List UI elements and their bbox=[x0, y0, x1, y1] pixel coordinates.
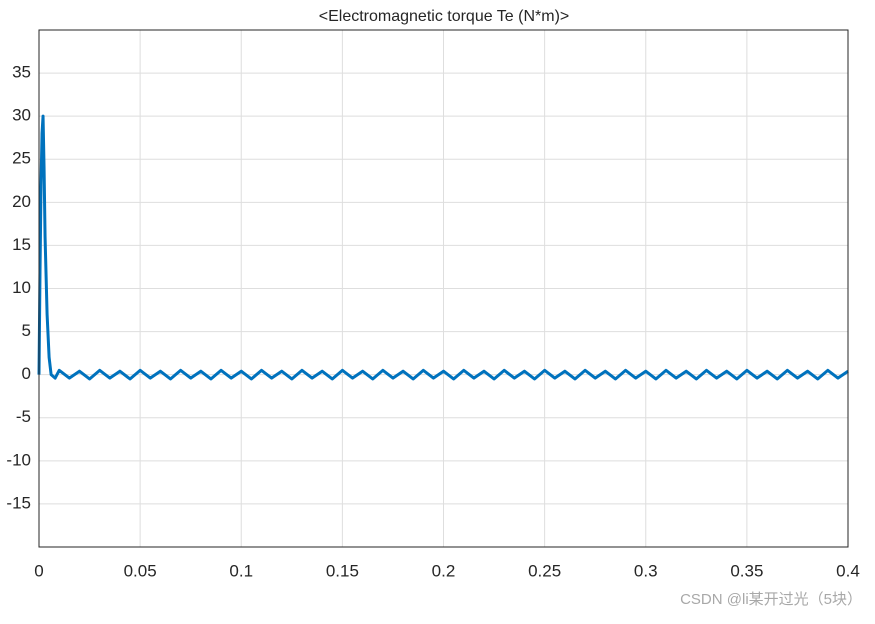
x-tick-label: 0 bbox=[34, 561, 43, 580]
x-tick-label: 0.3 bbox=[634, 561, 658, 580]
x-tick-label: 0.2 bbox=[432, 561, 456, 580]
x-tick-label: 0.1 bbox=[229, 561, 253, 580]
y-tick-label: -5 bbox=[16, 407, 31, 426]
y-tick-label: -15 bbox=[6, 493, 31, 512]
watermark: CSDN @li某开过光（5块） bbox=[680, 591, 862, 608]
y-tick-label: 30 bbox=[12, 106, 31, 125]
y-tick-label: -10 bbox=[6, 450, 31, 469]
y-tick-label: 20 bbox=[12, 192, 31, 211]
y-tick-label: 25 bbox=[12, 149, 31, 168]
plot-border bbox=[38, 29, 849, 548]
x-tick-label: 0.05 bbox=[124, 561, 157, 580]
chart-title: <Electromagnetic torque Te (N*m)> bbox=[319, 8, 569, 25]
y-tick-label: 5 bbox=[22, 321, 31, 340]
y-tick-label: 15 bbox=[12, 235, 31, 254]
y-tick-label: 0 bbox=[22, 364, 31, 383]
x-tick-label: 0.25 bbox=[528, 561, 561, 580]
y-tick-label: 35 bbox=[12, 63, 31, 82]
x-tick-label: 0.4 bbox=[836, 561, 860, 580]
data-line bbox=[37, 114, 849, 381]
x-tick-label: 0.15 bbox=[326, 561, 359, 580]
y-tick-label: 10 bbox=[12, 278, 31, 297]
x-tick-label: 0.35 bbox=[730, 561, 763, 580]
